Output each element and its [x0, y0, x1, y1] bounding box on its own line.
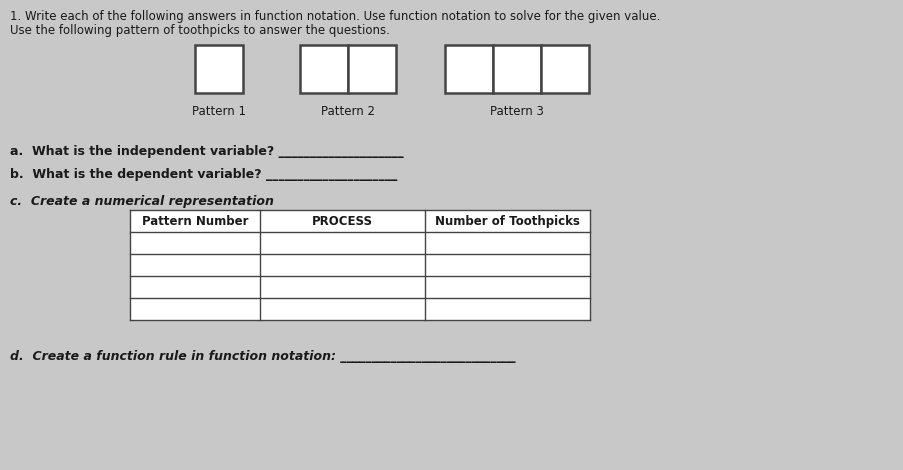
Text: Pattern 3: Pattern 3: [489, 105, 544, 118]
Bar: [130, 298, 590, 320]
Bar: [540, 45, 589, 93]
Bar: [348, 45, 396, 93]
Text: Pattern 1: Pattern 1: [191, 105, 246, 118]
Bar: [130, 210, 590, 232]
Text: 1. Write each of the following answers in function notation. Use function notati: 1. Write each of the following answers i…: [10, 10, 660, 23]
Text: c.  Create a numerical representation: c. Create a numerical representation: [10, 195, 274, 208]
Bar: [492, 45, 540, 93]
Text: Use the following pattern of toothpicks to answer the questions.: Use the following pattern of toothpicks …: [10, 24, 389, 37]
Bar: [130, 254, 590, 276]
Text: PROCESS: PROCESS: [312, 214, 373, 227]
Text: a.  What is the independent variable? ____________________: a. What is the independent variable? ___…: [10, 145, 403, 158]
Bar: [444, 45, 492, 93]
Bar: [195, 45, 243, 93]
Text: Pattern 2: Pattern 2: [321, 105, 375, 118]
Text: Pattern Number: Pattern Number: [142, 214, 248, 227]
Text: d.  Create a function rule in function notation: ____________________________: d. Create a function rule in function no…: [10, 350, 515, 363]
Text: Number of Toothpicks: Number of Toothpicks: [434, 214, 580, 227]
Bar: [130, 276, 590, 298]
Text: b.  What is the dependent variable? _____________________: b. What is the dependent variable? _____…: [10, 168, 396, 181]
Bar: [300, 45, 348, 93]
Bar: [130, 232, 590, 254]
